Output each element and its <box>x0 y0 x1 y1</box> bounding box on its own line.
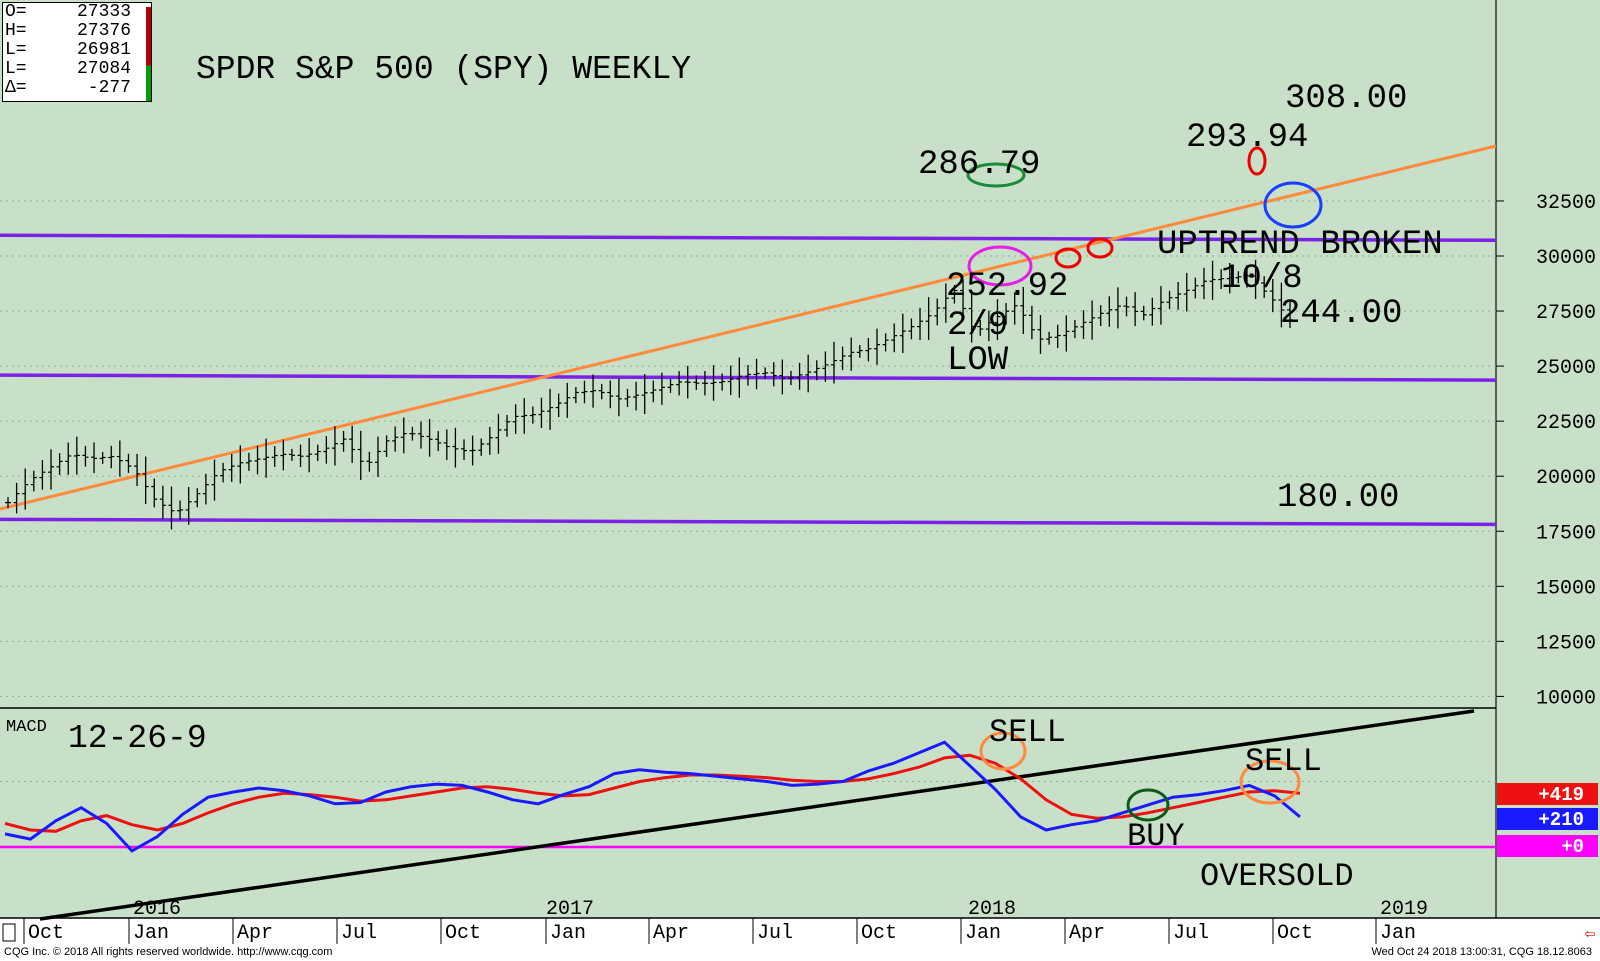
macd-annotation-oversold: OVERSOLD <box>1200 858 1354 895</box>
ohlc-label: L= <box>5 40 27 60</box>
ohlc-label: O= <box>5 2 27 22</box>
x-month-label: Oct <box>861 922 897 945</box>
ohlc-label: Δ= <box>5 78 27 98</box>
zero-value-badge: +0 <box>1561 836 1584 858</box>
signal-badge-bg <box>1497 783 1598 805</box>
macd-annotation-buy: BUY <box>1127 818 1185 855</box>
ohlc-value: 27084 <box>76 59 131 79</box>
axis-area-bg <box>0 918 1600 945</box>
x-month-label: Oct <box>1277 922 1313 945</box>
macd-line <box>4 740 1301 853</box>
macd-annotation-circles <box>979 731 1301 822</box>
ohlc-value: 27333 <box>76 2 131 22</box>
y-tick-label: 22500 <box>1536 412 1596 435</box>
ohlc-label: H= <box>5 21 27 41</box>
scroll-left-button[interactable] <box>2 923 16 942</box>
scroll-right-arrow-icon[interactable]: ⇦ <box>1585 925 1596 945</box>
horizontal-level-line <box>0 517 1497 527</box>
y-tick-label: 30000 <box>1536 247 1596 270</box>
macd-params-title: 12-26-9 <box>68 720 207 757</box>
x-year-label: 2017 <box>546 898 594 921</box>
y-tick-label: 17500 <box>1536 522 1596 545</box>
macd-annotation-sell-2: SELL <box>1245 743 1322 780</box>
macd-panel-label: MACD <box>6 718 47 737</box>
support-180-label: 180.00 <box>1277 479 1399 517</box>
price-panel-bg <box>0 0 1600 708</box>
ohlc-value: 27376 <box>76 21 131 41</box>
macd-badge-bg <box>1497 808 1598 830</box>
ohlc-row: L= 26981 <box>3 41 135 60</box>
recent-high-circle <box>1247 146 1267 176</box>
price-annotation-circles <box>966 146 1323 287</box>
annotation-high-293: 293.94 <box>1186 119 1308 157</box>
macd-annotations: SELL BUY SELL OVERSOLD <box>989 714 1354 895</box>
x-month-label: Apr <box>237 922 273 945</box>
support-244-label: 244.00 <box>1280 295 1402 333</box>
macd-annotation-sell-1: SELL <box>989 714 1066 751</box>
zero-badge-bg <box>1497 835 1598 857</box>
y-tick-label: 25000 <box>1536 357 1596 380</box>
x-month-label: Jan <box>133 922 169 945</box>
buy-circle <box>1126 788 1170 822</box>
ohlc-value: 26981 <box>76 40 131 60</box>
high-marker-circle <box>966 162 1026 188</box>
ohlc-readout: O= 27333 H= 27376 L= 26981 L= 27084 Δ= -277 <box>2 2 152 102</box>
ohlc-value: -277 <box>87 78 131 98</box>
resistance-308-label: 308.00 <box>1285 80 1407 118</box>
x-year-label: 2019 <box>1380 898 1428 921</box>
x-month-label: Oct <box>445 922 481 945</box>
ohlc-row: H= 27376 <box>3 22 135 41</box>
x-year-label: 2016 <box>133 898 181 921</box>
signal-value-badge: +419 <box>1538 784 1584 806</box>
y-axis-ticks: 32500 30000 27500 25000 22500 20000 17500 15000… <box>1496 192 1596 710</box>
breakdown-circle <box>1263 181 1323 229</box>
annotation-date-10-8: 10/8 <box>1221 260 1303 298</box>
ohlc-bars <box>5 259 1293 530</box>
macd-value-badge: +210 <box>1538 809 1584 831</box>
x-month-label: Oct <box>28 922 64 945</box>
annotation-low: LOW <box>947 342 1009 380</box>
x-month-label: Jan <box>550 922 586 945</box>
footer-timestamp: Wed Oct 24 2018 13:00:31, CQG 18.12.8063 <box>1371 946 1592 958</box>
x-month-label: Apr <box>653 922 689 945</box>
x-axis: Oct Jan Apr Jul Oct Jan Apr Jul Oct Jan Apr Jul Oct J… <box>23 898 1428 945</box>
signal-line <box>4 753 1301 833</box>
x-month-label: Jul <box>757 922 793 945</box>
y-tick-label: 12500 <box>1536 632 1596 655</box>
price-annotations: 308.00 244.00 180.00 286.79 252.92 2/9 L… <box>918 80 1443 517</box>
annotation-date-2-9: 2/9 <box>947 307 1008 345</box>
ohlc-label: L= <box>5 59 27 79</box>
annotation-uptrend-broken: UPTREND BROKEN <box>1157 226 1443 264</box>
sell-circle-2 <box>1239 759 1301 805</box>
y-tick-label: 15000 <box>1536 577 1596 600</box>
x-month-label: Jul <box>1173 922 1209 945</box>
x-year-label: 2018 <box>968 898 1016 921</box>
x-month-label: Jan <box>965 922 1001 945</box>
ohlc-row: Δ= -277 <box>3 79 135 98</box>
ohlc-row: O= 27333 <box>3 3 135 22</box>
footer-copyright: CQG Inc. © 2018 All rights reserved worl… <box>4 946 333 958</box>
price-uptrend-line <box>0 144 1497 511</box>
y-tick-label: 20000 <box>1536 467 1596 490</box>
footer: CQG Inc. © 2018 All rights reserved worl… <box>0 945 1600 961</box>
sell-circle-1 <box>979 731 1027 771</box>
test-circle-2 <box>1086 237 1114 259</box>
y-tick-label: 10000 <box>1536 687 1596 710</box>
x-month-label: Jan <box>1380 922 1416 945</box>
test-circle-1 <box>1054 247 1082 269</box>
ohlc-color-bar <box>146 7 151 101</box>
chart-title: SPDR S&P 500 (SPY) WEEKLY <box>196 51 691 88</box>
ohlc-row: L= 27084 <box>3 60 135 79</box>
x-month-label: Jul <box>341 922 377 945</box>
low-marker-circle <box>967 245 1033 287</box>
annotation-high-286: 286.79 <box>918 146 1040 184</box>
annotation-low-252: 252.92 <box>946 268 1068 306</box>
y-tick-label: 32500 <box>1536 192 1596 215</box>
macd-trendline <box>39 709 1475 921</box>
horizontal-level-line <box>0 233 1497 243</box>
x-month-label: Apr <box>1069 922 1105 945</box>
y-tick-label: 27500 <box>1536 302 1596 325</box>
macd-panel-bg <box>0 708 1600 918</box>
